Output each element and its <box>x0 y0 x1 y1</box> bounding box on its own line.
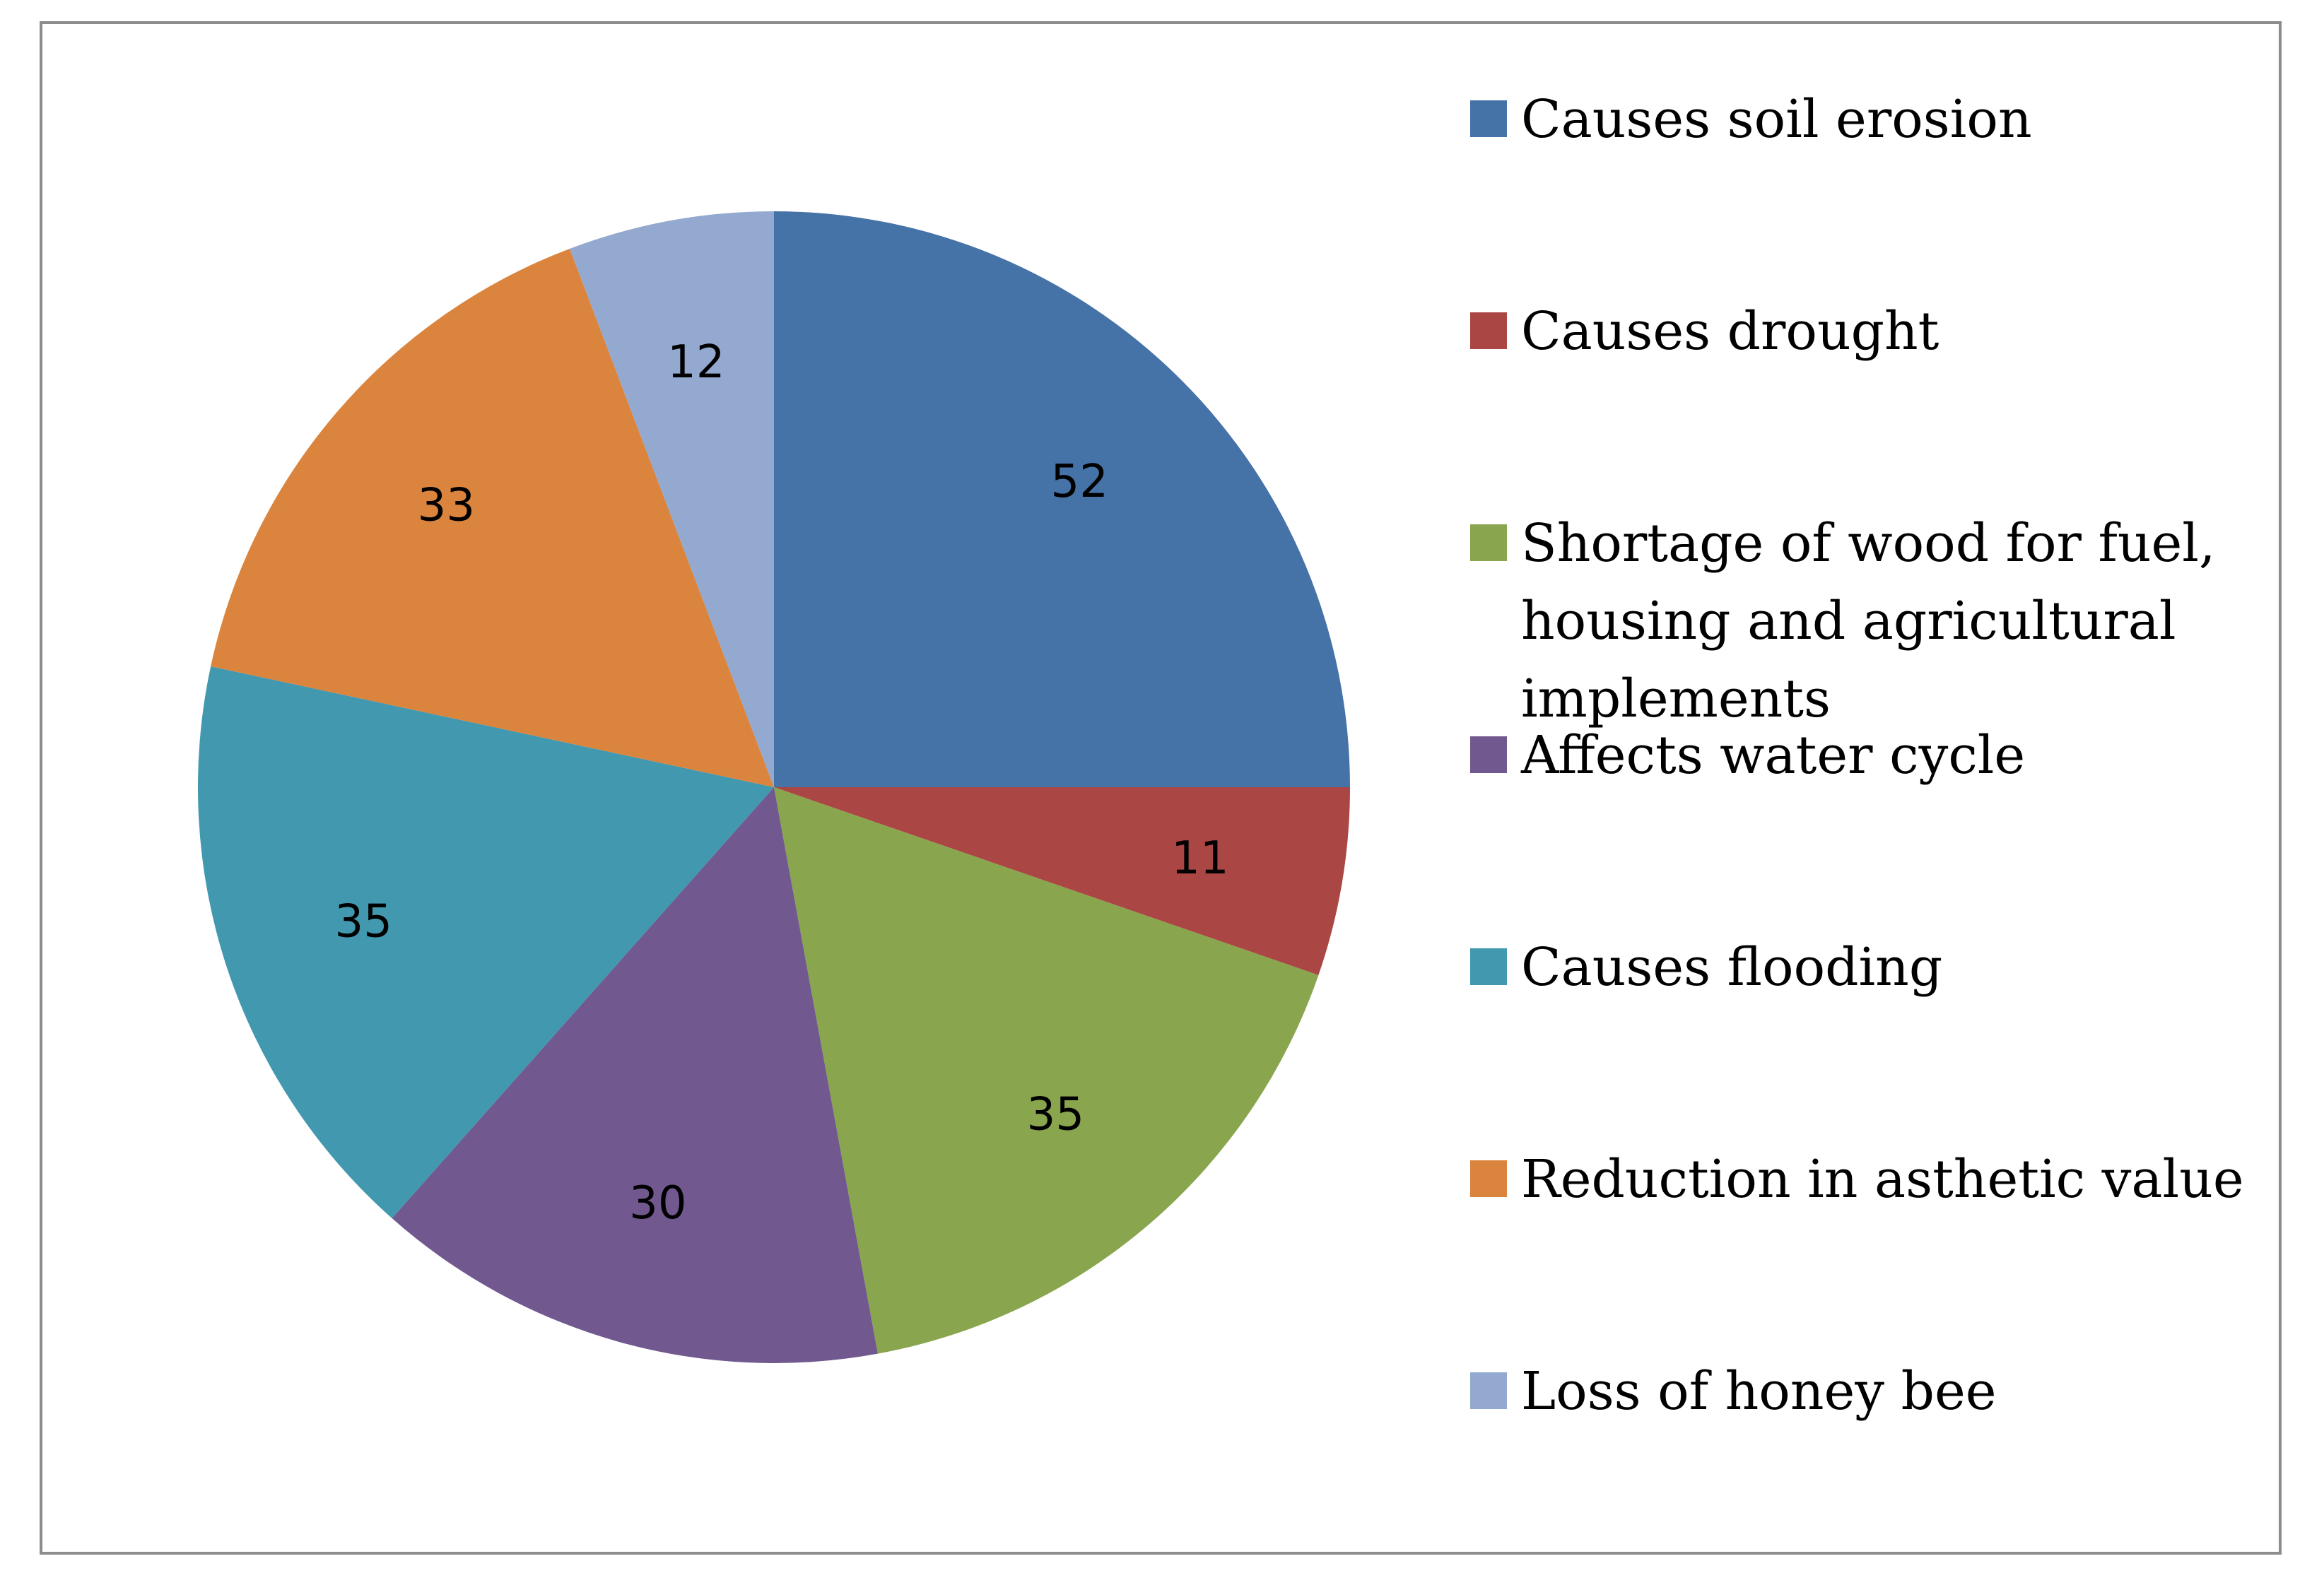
legend-swatch <box>1470 312 1507 349</box>
legend-label: Affects water cycle <box>1521 725 2026 786</box>
legend-label: Causes drought <box>1521 301 1939 362</box>
pie-slice-6 <box>211 248 774 787</box>
pie-slice-4 <box>392 787 878 1364</box>
pie-slice-1 <box>774 211 1350 787</box>
slice-value-label: 52 <box>1051 456 1108 508</box>
legend-swatch <box>1470 948 1507 985</box>
pie-slice-7 <box>569 211 774 787</box>
pie-chart: 52 11 35 30 35 33 12 <box>198 211 1350 1364</box>
pie-slice-5 <box>198 666 775 1219</box>
slice-value-label: 12 <box>667 336 724 389</box>
slice-value-label: 33 <box>418 480 475 532</box>
chart-frame: 52 11 35 30 35 33 12 Causes soil erosion Causes… <box>40 21 2282 1555</box>
pie-slice-2 <box>774 787 1350 975</box>
legend-label: Reduction in asthetic value <box>1521 1149 2244 1210</box>
slice-value-label: 11 <box>1171 832 1228 885</box>
legend-swatch <box>1470 1160 1507 1197</box>
pie-slice-3 <box>774 787 1319 1354</box>
legend-swatch <box>1470 1372 1507 1409</box>
legend-label: Causes flooding <box>1521 937 1943 998</box>
legend-label: Loss of honey bee <box>1521 1361 1997 1422</box>
slice-value-label: 35 <box>1027 1089 1084 1141</box>
legend-swatch <box>1470 736 1507 773</box>
slice-value-label: 35 <box>335 896 392 948</box>
legend-swatch <box>1470 100 1507 137</box>
legend-label: Shortage of wood for fuel, housing and a… <box>1521 513 2216 729</box>
legend-label: Causes soil erosion <box>1521 89 2032 150</box>
slice-value-label: 30 <box>629 1177 686 1230</box>
legend-swatch <box>1470 524 1507 561</box>
